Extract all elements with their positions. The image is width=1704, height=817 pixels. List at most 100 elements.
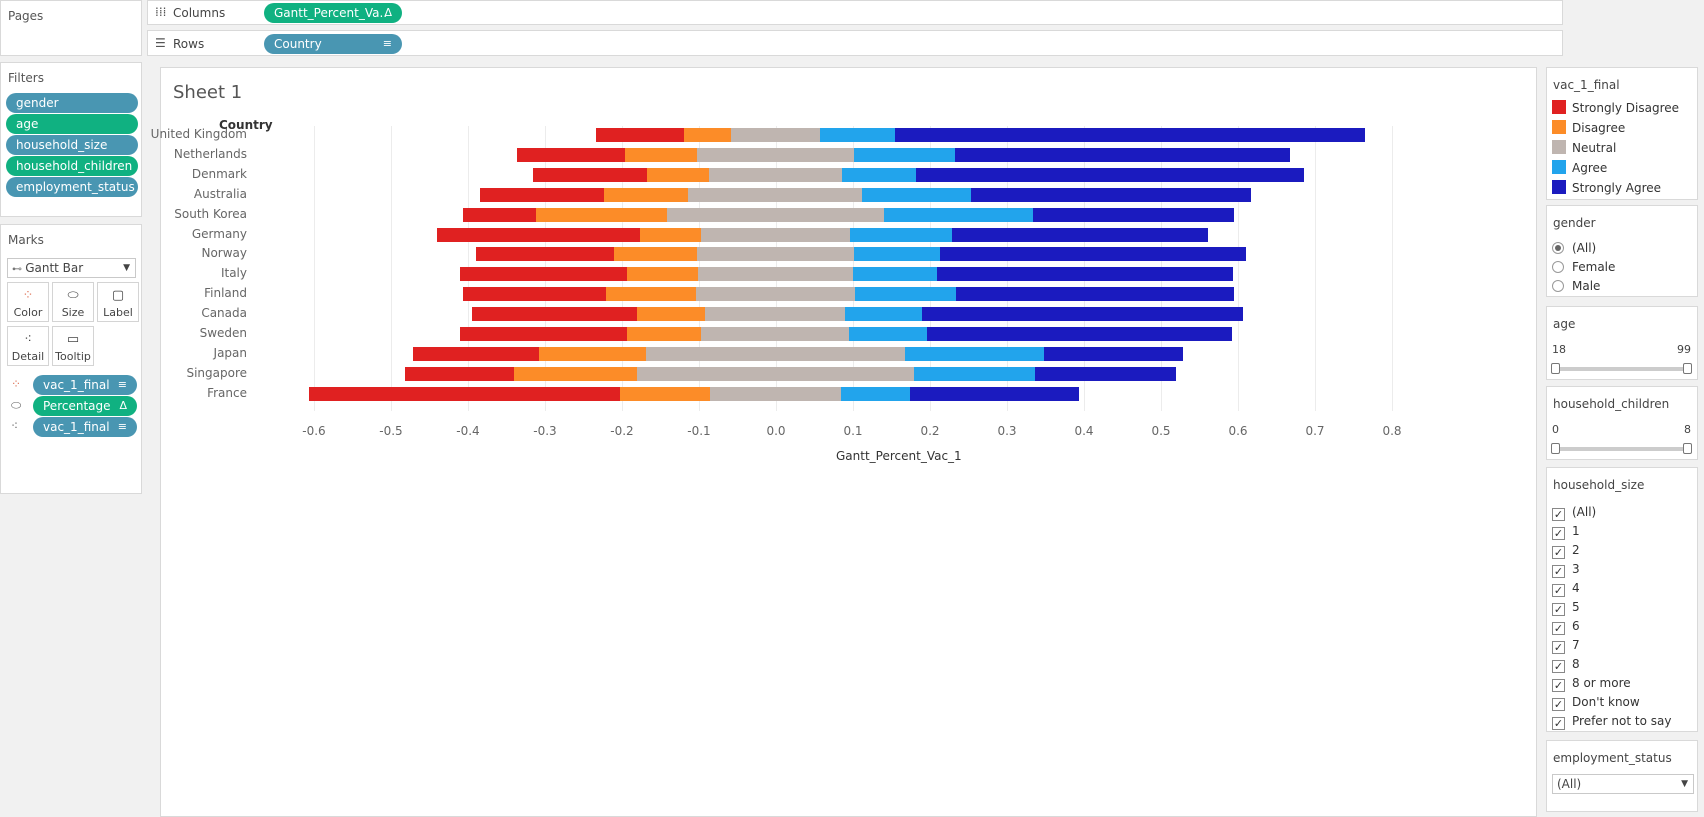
gantt-bar-segment[interactable]: [909, 386, 1080, 401]
gantt-bar-segment[interactable]: [645, 346, 906, 361]
legend-item[interactable]: Neutral: [1552, 140, 1616, 156]
rows-shelf[interactable]: ☰ Rows Country ≡: [147, 30, 1563, 56]
gantt-bar-segment[interactable]: [845, 307, 922, 322]
gantt-bar-segment[interactable]: [697, 147, 854, 162]
gantt-bar-segment[interactable]: [404, 366, 515, 381]
gantt-bar-segment[interactable]: [956, 287, 1235, 302]
household-size-option[interactable]: ✓ 2: [1552, 542, 1580, 559]
gantt-bar-segment[interactable]: [666, 207, 884, 222]
gantt-bar-segment[interactable]: [626, 327, 702, 341]
age-slider-min-handle[interactable]: [1551, 363, 1560, 374]
gantt-bar-segment[interactable]: [517, 147, 626, 162]
household-size-option[interactable]: ✓ (All): [1552, 504, 1596, 521]
color-button[interactable]: ⁘ Color: [7, 282, 49, 322]
size-button[interactable]: ⬭ Size: [52, 282, 94, 322]
household-size-option[interactable]: ✓ 6: [1552, 618, 1580, 635]
household-size-option[interactable]: ✓ 5: [1552, 599, 1580, 616]
age-slider-track[interactable]: [1556, 367, 1686, 371]
columns-pill[interactable]: Gantt_Percent_Va.. Δ: [264, 3, 402, 23]
household-size-option[interactable]: ✓ Don't know: [1552, 694, 1640, 711]
gantt-bar-segment[interactable]: [613, 247, 698, 262]
gantt-bar-segment[interactable]: [463, 207, 536, 222]
rows-pill[interactable]: Country ≡: [264, 34, 402, 54]
household-size-option[interactable]: ✓ 4: [1552, 580, 1580, 597]
household-size-option[interactable]: ✓ 7: [1552, 637, 1580, 654]
tooltip-button[interactable]: ▭ Tooltip: [52, 326, 94, 366]
gantt-bar-segment[interactable]: [688, 187, 863, 202]
gantt-bar-segment[interactable]: [954, 147, 1290, 162]
gantt-bar-segment[interactable]: [841, 386, 910, 401]
gantt-bar-segment[interactable]: [849, 227, 952, 242]
gantt-bar-segment[interactable]: [936, 267, 1233, 282]
marks-field-color[interactable]: vac_1_final ≡: [33, 375, 137, 395]
children-slider-min-handle[interactable]: [1551, 443, 1560, 454]
gantt-bar-segment[interactable]: [625, 147, 698, 162]
gantt-bar-segment[interactable]: [709, 386, 842, 401]
gantt-bar-segment[interactable]: [709, 167, 843, 182]
gantt-bar-segment[interactable]: [437, 227, 641, 242]
gender-option-all[interactable]: (All): [1552, 240, 1596, 256]
employment-status-select[interactable]: (All) ▼: [1552, 774, 1694, 794]
household-size-option[interactable]: ✓ 8 or more: [1552, 675, 1631, 692]
gantt-bar-segment[interactable]: [309, 386, 620, 401]
gantt-bar-segment[interactable]: [951, 227, 1208, 242]
filter-pill-household-children[interactable]: household_children: [6, 156, 138, 176]
gantt-bar-segment[interactable]: [883, 207, 1034, 222]
columns-shelf[interactable]: ⁞⁞⁞ Columns Gantt_Percent_Va.. Δ: [147, 0, 1563, 25]
gantt-bar-segment[interactable]: [970, 187, 1252, 202]
gantt-bar-segment[interactable]: [460, 267, 627, 282]
gantt-bar-segment[interactable]: [842, 167, 917, 182]
gantt-bar-segment[interactable]: [849, 327, 927, 341]
gantt-bar-segment[interactable]: [905, 346, 1044, 361]
gantt-bar-segment[interactable]: [921, 307, 1243, 322]
gantt-bar-segment[interactable]: [853, 147, 955, 162]
label-button[interactable]: ▢ Label: [97, 282, 139, 322]
gantt-bar-segment[interactable]: [605, 287, 696, 302]
gantt-bar-segment[interactable]: [940, 247, 1247, 262]
gantt-bar-segment[interactable]: [698, 267, 853, 282]
gender-option-male[interactable]: Male: [1552, 278, 1600, 294]
marks-field-detail[interactable]: vac_1_final ≡: [33, 417, 137, 437]
gantt-bar-segment[interactable]: [916, 167, 1305, 182]
children-slider-track[interactable]: [1556, 447, 1686, 451]
gantt-bar-segment[interactable]: [853, 267, 937, 282]
gantt-bar-segment[interactable]: [480, 187, 604, 202]
gantt-bar-segment[interactable]: [412, 346, 539, 361]
gantt-bar-segment[interactable]: [471, 307, 637, 322]
gantt-bar-segment[interactable]: [854, 287, 957, 302]
gantt-bar-segment[interactable]: [595, 128, 685, 142]
pages-shelf[interactable]: Pages: [0, 0, 142, 56]
gantt-bar-segment[interactable]: [514, 366, 638, 381]
gantt-bar-segment[interactable]: [926, 327, 1232, 341]
filter-pill-household-size[interactable]: household_size: [6, 135, 138, 155]
gantt-bar-segment[interactable]: [705, 307, 846, 322]
gantt-bar-segment[interactable]: [603, 187, 689, 202]
age-slider-max-handle[interactable]: [1683, 363, 1692, 374]
gantt-bar-segment[interactable]: [475, 247, 614, 262]
gantt-bar-segment[interactable]: [700, 227, 850, 242]
children-slider-max-handle[interactable]: [1683, 443, 1692, 454]
gantt-bar-segment[interactable]: [684, 128, 732, 142]
gantt-bar-segment[interactable]: [1035, 366, 1176, 381]
gantt-bar-segment[interactable]: [460, 327, 627, 341]
gantt-bar-segment[interactable]: [1033, 207, 1235, 222]
gantt-bar-segment[interactable]: [1043, 346, 1183, 361]
gantt-bar-segment[interactable]: [538, 346, 646, 361]
gender-option-female[interactable]: Female: [1552, 259, 1615, 275]
gantt-bar-segment[interactable]: [697, 247, 854, 262]
gantt-bar-segment[interactable]: [913, 366, 1036, 381]
gantt-bar-segment[interactable]: [894, 128, 1366, 142]
color-legend[interactable]: vac_1_final Strongly Disagree Disagree N…: [1546, 67, 1698, 200]
household-size-option[interactable]: ✓ 8: [1552, 656, 1580, 673]
mark-type-select[interactable]: ⊷ Gantt Bar ▼: [7, 258, 136, 278]
household-size-option[interactable]: ✓ 3: [1552, 561, 1580, 578]
household-size-option[interactable]: ✓ 1: [1552, 523, 1580, 540]
gantt-bar-segment[interactable]: [819, 128, 895, 142]
gantt-bar-segment[interactable]: [731, 128, 820, 142]
gantt-bar-segment[interactable]: [862, 187, 971, 202]
gantt-bar-segment[interactable]: [619, 386, 710, 401]
filter-pill-gender[interactable]: gender: [6, 93, 138, 113]
legend-item[interactable]: Disagree: [1552, 120, 1625, 136]
detail-button[interactable]: ⁖ Detail: [7, 326, 49, 366]
gantt-bar-segment[interactable]: [853, 247, 940, 262]
